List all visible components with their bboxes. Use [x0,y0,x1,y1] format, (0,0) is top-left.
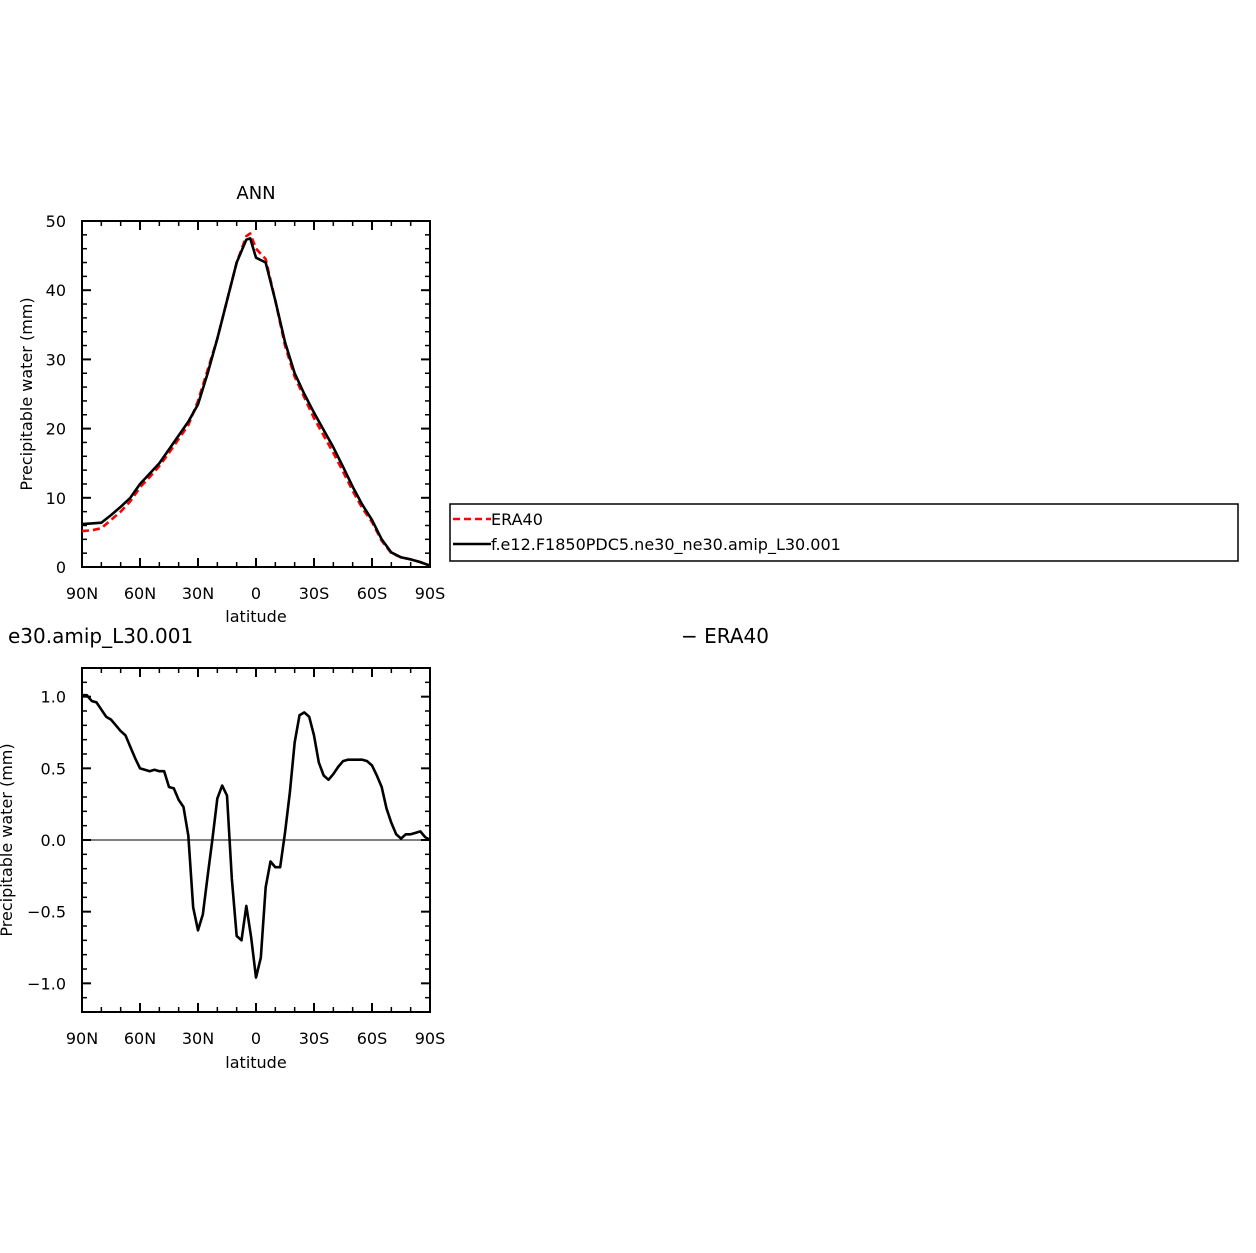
mean-x-tick-label: 30N [182,584,214,603]
mean-x-tick-label: 30S [299,584,330,603]
difference-y-tick-label: 0.5 [41,759,66,778]
difference-y-tick-label: 0.0 [41,831,66,850]
difference-title-left: e30.amip_L30.001 [8,624,193,648]
difference-x-tick-label: 90N [66,1029,98,1048]
mean-y-tick-label: 10 [46,489,66,508]
difference-y-tick-label: 1.0 [41,688,66,707]
difference-x-tick-label: 0 [251,1029,261,1048]
difference-x-tick-label: 60N [124,1029,156,1048]
legend-label-era40: ERA40 [491,510,543,529]
mean-series-line-0 [82,232,430,567]
mean-series-line-1 [82,237,430,567]
difference-series-group [82,693,430,979]
mean-y-tick-label: 50 [46,212,66,231]
difference-y-tick-label: −1.0 [27,974,66,993]
mean-x-axis-label: latitude [225,607,286,626]
difference-y-tick-label: −0.5 [27,903,66,922]
mean-y-tick-label: 0 [56,558,66,577]
mean-profile-panel: ANN 90N 60N 30N 0 30S 60S 90S 0 10 20 30 40 50 latit… [17,183,445,626]
difference-title-right: − ERA40 [681,624,769,648]
difference-axis-ticks: 90N 60N 30N 0 30S 60S 90S −1.0 −0.5 0.0 0.5 1.0 [27,667,446,1048]
difference-x-axis-label: latitude [225,1053,286,1072]
difference-x-tick-label: 30N [182,1029,214,1048]
mean-y-axis-label: Precipitable water (mm) [17,297,36,490]
difference-series-line-0 [82,693,430,979]
difference-y-axis-label: Precipitable water (mm) [0,743,16,936]
difference-x-tick-label: 30S [299,1029,330,1048]
mean-x-tick-label: 90S [415,584,446,603]
mean-axis-ticks: 90N 60N 30N 0 30S 60S 90S 0 10 20 30 40 50 [46,212,446,603]
mean-y-tick-label: 40 [46,281,66,300]
difference-panel: e30.amip_L30.001 − ERA40 90N 60N 30N 0 30S 60… [0,624,769,1072]
mean-x-tick-label: 60N [124,584,156,603]
mean-plot-frame [81,220,431,568]
mean-x-tick-label: 0 [251,584,261,603]
mean-series-group [82,232,430,567]
mean-y-tick-label: 30 [46,350,66,369]
difference-x-tick-label: 90S [415,1029,446,1048]
legend-label-model: f.e12.F1850PDC5.ne30_ne30.amip_L30.001 [491,535,841,555]
mean-x-tick-label: 90N [66,584,98,603]
legend: ERA40 f.e12.F1850PDC5.ne30_ne30.amip_L30… [449,503,1239,562]
mean-y-tick-label: 20 [46,420,66,439]
mean-x-tick-label: 60S [357,584,388,603]
legend-box [449,503,1239,562]
mean-chart-title: ANN [236,183,275,204]
difference-x-tick-label: 60S [357,1029,388,1048]
